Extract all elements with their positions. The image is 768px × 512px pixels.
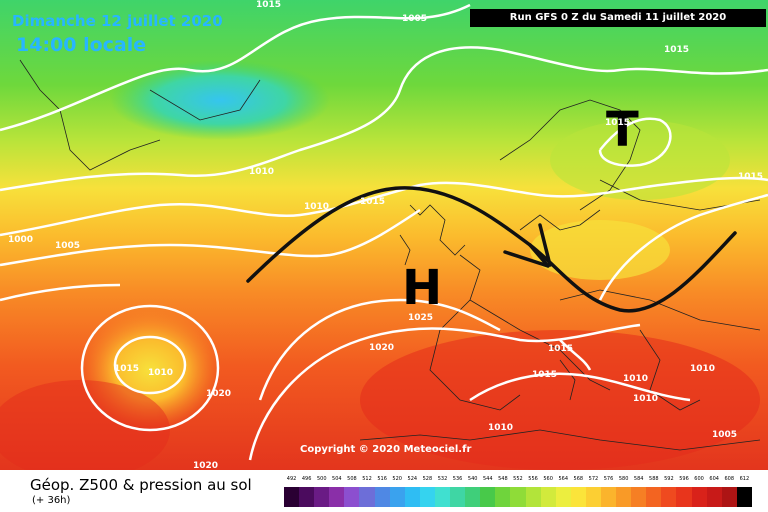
color-scale-cell <box>570 487 586 507</box>
color-scale-cell <box>510 487 526 507</box>
isobar-label: 1005 <box>712 430 738 440</box>
color-scale-cell <box>555 487 571 507</box>
jet-stream-arrow <box>246 186 737 313</box>
isobar-label: 1010 <box>488 423 514 433</box>
color-scale-tick: 524 <box>407 476 418 482</box>
weather-map <box>0 0 768 470</box>
color-scale-cell <box>585 487 601 507</box>
color-scale-tick: 536 <box>452 476 463 482</box>
color-scale-cell <box>721 487 737 507</box>
color-scale-tick: 520 <box>392 476 402 482</box>
color-scale-cell <box>359 487 375 507</box>
isobar-label: 1015 <box>738 172 764 182</box>
color-scale-cell <box>661 487 677 507</box>
isobar-label: 1005 <box>55 241 81 251</box>
isobar-label: 1020 <box>369 343 395 353</box>
forecast-hour: (+ 36h) <box>32 495 71 506</box>
map-title: Géop. Z500 & pression au sol <box>30 476 252 494</box>
isobar-label: 1015 <box>664 45 690 55</box>
color-scale-tick: 528 <box>422 476 433 482</box>
color-scale-cell <box>404 487 420 507</box>
color-scale-cell <box>736 487 752 507</box>
color-scale-tick: 584 <box>633 476 644 482</box>
color-scale-tick: 512 <box>362 476 372 482</box>
color-scale-cell <box>706 487 722 507</box>
high-pressure-symbol: H <box>402 260 443 316</box>
color-scale-tick: 556 <box>528 476 538 482</box>
isobar-label: 1010 <box>690 364 716 374</box>
isobar-label: 1015 <box>548 344 574 354</box>
color-scale-tick: 508 <box>347 476 357 482</box>
color-scale-cell <box>434 487 451 507</box>
isobar-label: 1020 <box>206 389 232 399</box>
color-scale-tick: 500 <box>316 476 327 482</box>
color-scale-cell <box>495 487 511 507</box>
color-scale-tick: 540 <box>467 476 478 482</box>
color-scale-labels: 492 496 500 504 508 512 516 520 524 528 532 536 540 5… <box>284 476 752 482</box>
color-scale-cell <box>631 487 647 507</box>
isobar-label: 1025 <box>408 313 434 323</box>
isobar-label: 1010 <box>304 202 330 212</box>
isobar-label: 1015 <box>114 364 140 374</box>
color-scale-cell <box>646 487 662 507</box>
color-scale-tick: 612 <box>739 476 750 482</box>
color-scale-cell <box>676 487 692 507</box>
color-scale-cell <box>600 487 617 507</box>
color-scale-tick: 532 <box>437 476 448 482</box>
color-scale-tick: 580 <box>618 476 629 482</box>
color-scale-tick: 504 <box>332 476 342 482</box>
color-scale-cell <box>419 487 435 507</box>
color-scale-tick: 576 <box>603 476 614 482</box>
color-scale-tick: 608 <box>724 476 735 482</box>
color-scale-tick: 592 <box>664 476 674 482</box>
copyright-notice: Copyright © 2020 Meteociel.fr <box>300 444 472 455</box>
isobar-label: 1010 <box>623 374 649 384</box>
isobar-label: 1010 <box>633 394 659 404</box>
color-scale-cell <box>691 487 707 507</box>
color-scale-tick: 560 <box>543 476 553 482</box>
color-scale-cell <box>525 487 541 507</box>
color-scale-tick: 588 <box>649 476 659 482</box>
isobar-label: 1010 <box>148 368 174 378</box>
color-scale-cell <box>465 487 481 507</box>
color-scale-tick: 552 <box>513 476 523 482</box>
isobar-label: 1000 <box>8 235 34 245</box>
isobar-label: 1015 <box>532 370 558 380</box>
color-scale-tick: 568 <box>573 476 584 482</box>
color-scale-tick: 544 <box>482 476 493 482</box>
low-pressure-symbol: T <box>606 102 639 158</box>
color-scale-tick: 604 <box>709 476 719 482</box>
color-scale-cell <box>480 487 496 507</box>
color-scale-tick: 600 <box>694 476 704 482</box>
isobar-label: 1005 <box>402 14 428 24</box>
forecast-time: 14:00 locale <box>16 34 147 56</box>
isobar-label: 1010 <box>249 167 275 177</box>
color-scale-tick: 572 <box>588 476 599 482</box>
color-scale-cell <box>374 487 390 507</box>
forecast-date: Dimanche 12 juillet 2020 <box>12 12 223 30</box>
color-scale-tick: 496 <box>301 476 312 482</box>
color-scale-cell <box>344 487 360 507</box>
color-scale-tick: 548 <box>498 476 508 482</box>
color-scale-cell <box>299 487 315 507</box>
isobar-label: 1015 <box>605 118 631 128</box>
color-scale-cell <box>616 487 632 507</box>
color-scale-tick: 516 <box>377 476 387 482</box>
color-scale-tick: 596 <box>679 476 689 482</box>
color-scale-cell <box>540 487 556 507</box>
isobar-label: 1015 <box>256 0 282 10</box>
color-scale-cell <box>284 487 300 507</box>
isobars <box>0 3 768 461</box>
color-scale-tick: 564 <box>558 476 568 482</box>
isobar-label: 1015 <box>360 197 386 207</box>
color-scale <box>284 487 752 507</box>
color-scale-cell <box>450 487 466 507</box>
color-scale-cell <box>314 487 330 507</box>
color-scale-tick: 492 <box>286 476 297 482</box>
run-info: Run GFS 0 Z du Samedi 11 juillet 2020 <box>470 9 766 27</box>
color-scale-cell <box>389 487 405 507</box>
color-scale-cell <box>329 487 345 507</box>
isobar-label: 1020 <box>193 461 219 471</box>
